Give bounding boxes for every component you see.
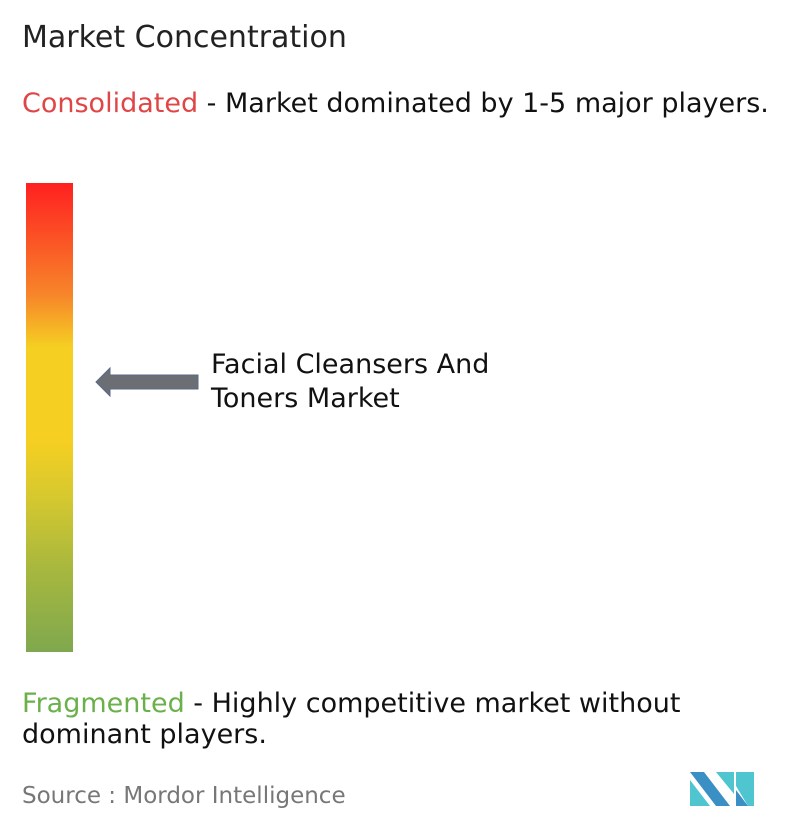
page-title: Market Concentration <box>22 20 347 55</box>
consolidated-legend: Consolidated - Market dominated by 1-5 m… <box>22 88 792 119</box>
mordor-logo-icon <box>690 772 754 806</box>
market-marker-label: Facial Cleansers And Toners Market <box>211 348 531 416</box>
fragmented-description: - Highly competitive market without domi… <box>22 688 681 750</box>
source-text: Source : Mordor Intelligence <box>22 783 346 809</box>
fragmented-label: Fragmented <box>22 688 185 719</box>
consolidated-label: Consolidated <box>22 88 199 119</box>
concentration-gradient-bar <box>26 183 73 652</box>
arrow-left-icon <box>95 366 199 398</box>
market-name: Facial Cleansers And Toners Market <box>211 349 490 414</box>
consolidated-description: - Market dominated by 1-5 major players. <box>198 88 769 119</box>
fragmented-legend: Fragmented - Highly competitive market w… <box>22 688 792 750</box>
